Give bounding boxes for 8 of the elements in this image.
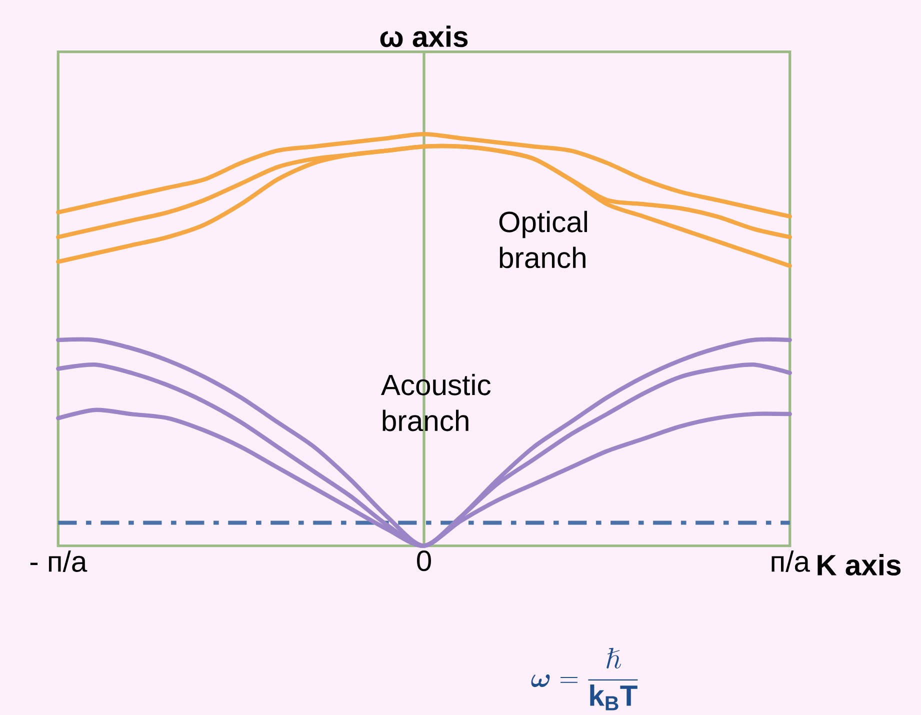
x-tick-label: - п/а [30,550,88,572]
annotation: Optical branch [499,210,587,268]
text: $\boldsymbol{\omega} = \frac{\hslash}{\mathbf{k_B T}}$ [531,648,638,710]
x-axis-title: K axis [818,554,901,576]
x-tick-label: 0 [417,550,431,572]
x-tick-label: п/а [772,550,810,572]
annotation: Acoustic branch [380,374,491,432]
y-axis-title: ω axis [380,26,468,48]
